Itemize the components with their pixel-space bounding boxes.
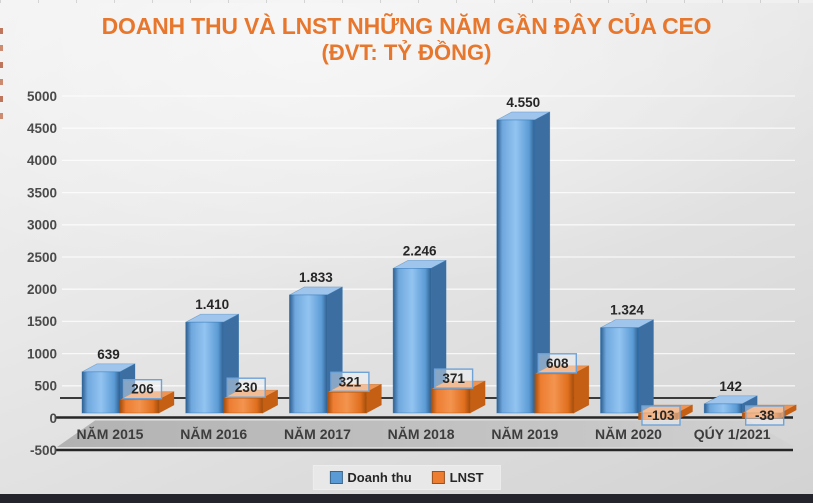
y-tick-label: 5000 [27, 89, 57, 104]
category-label: NĂM 2019 [491, 426, 558, 442]
category-label: NĂM 2020 [595, 426, 662, 442]
bar-doanh-thu-1 [185, 313, 239, 414]
category-label: NĂM 2015 [77, 426, 144, 442]
chart-title-line2: (ĐVT: TỶ ĐỒNG) [321, 40, 492, 65]
y-tick-label: 4000 [27, 153, 57, 168]
y-tick-label: 500 [34, 379, 57, 394]
y-tick-label: 1000 [27, 346, 57, 361]
svg-text:230: 230 [235, 380, 258, 395]
legend-item-lnst: LNST [431, 470, 484, 485]
category-label: NĂM 2017 [284, 426, 351, 442]
value-label-doanh-thu: 1.833 [299, 270, 333, 285]
svg-text:371: 371 [442, 371, 465, 386]
value-label-doanh-thu: 1.410 [195, 297, 229, 312]
category-label: NĂM 2018 [388, 426, 455, 442]
svg-text:321: 321 [339, 374, 362, 389]
bar-lnst-4 [534, 365, 590, 414]
y-tick-label: -500 [30, 443, 57, 458]
bar-doanh-thu-4 [496, 111, 551, 414]
bar-lnst-3 [430, 380, 486, 414]
value-label-doanh-thu: 2.246 [403, 243, 437, 258]
value-label-lnst: 230 [226, 377, 266, 398]
top-edge-artifact [0, 0, 813, 3]
category-label: NĂM 2016 [180, 426, 247, 442]
value-label-lnst: -38 [745, 405, 785, 426]
screen-edge-artifact [0, 0, 4, 200]
legend-swatch-doanh-thu [329, 471, 343, 484]
bottom-bar [0, 494, 813, 503]
value-label-doanh-thu: 142 [719, 379, 742, 394]
value-label-lnst: 206 [122, 379, 163, 400]
chart-title: DOANH THU VÀ LNST NHỮNG NĂM GẦN ĐÂY CỦA … [0, 12, 813, 66]
bar-lnst-1 [223, 389, 279, 414]
value-label-lnst: -103 [641, 405, 681, 426]
value-label-doanh-thu: 1.324 [610, 303, 644, 318]
value-label-lnst: 371 [433, 368, 474, 389]
bar-doanh-thu-5 [600, 319, 654, 414]
category-label: QÚY 1/2021 [694, 425, 771, 442]
svg-text:608: 608 [546, 356, 569, 371]
y-tick-label: 2500 [27, 250, 57, 265]
bar-lnst-2 [327, 383, 382, 414]
value-label-lnst: 321 [330, 371, 370, 392]
y-tick-label: 4500 [27, 121, 57, 136]
bar-doanh-thu-3 [392, 259, 447, 414]
bar-doanh-thu-2 [289, 286, 343, 414]
y-tick-label: 3000 [27, 218, 57, 233]
bar-lnst-5 [638, 404, 693, 421]
y-tick-label: 3500 [27, 185, 57, 200]
svg-text:-38: -38 [755, 408, 775, 423]
bar-lnst-0 [119, 391, 175, 414]
chart-title-line1: DOANH THU VÀ LNST NHỮNG NĂM GẦN ĐÂY CỦA … [101, 13, 712, 39]
legend-label-doanh-thu: Doanh thu [347, 470, 412, 485]
value-label-lnst: 608 [537, 353, 577, 374]
legend: Doanh thu LNST [312, 465, 501, 490]
legend-item-doanh-thu: Doanh thu [329, 470, 412, 485]
legend-swatch-lnst [431, 471, 445, 484]
y-tick-label: 2000 [27, 282, 57, 297]
y-tick-label: 1500 [27, 314, 57, 329]
y-tick-label: 0 [49, 411, 57, 426]
bar-lnst-6 [741, 404, 797, 419]
value-label-doanh-thu: 4.550 [506, 95, 540, 110]
legend-label-lnst: LNST [449, 470, 484, 485]
floor-band [57, 420, 795, 447]
svg-text:206: 206 [131, 382, 154, 397]
svg-text:-103: -103 [647, 408, 675, 423]
value-label-doanh-thu: 639 [97, 347, 120, 362]
